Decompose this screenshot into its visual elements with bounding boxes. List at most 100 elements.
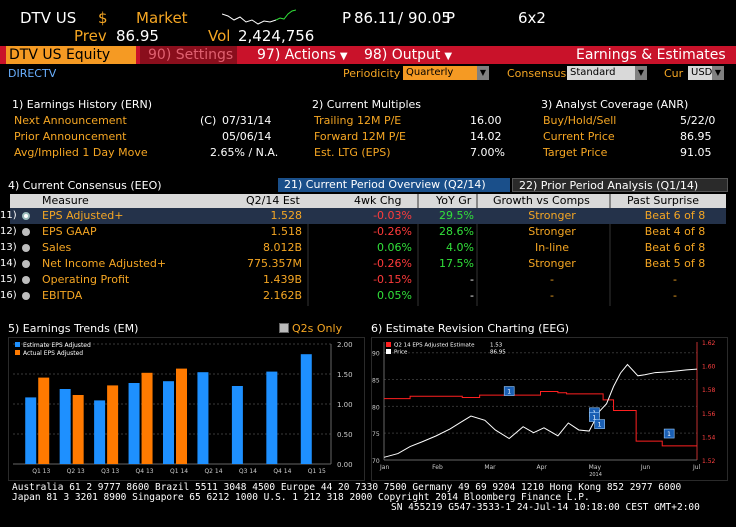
bid-ask-separator: / bbox=[398, 9, 404, 27]
chevron-down-icon: ▼ bbox=[339, 51, 348, 62]
col-growth-vs-comps[interactable]: Growth vs Comps bbox=[493, 194, 590, 207]
annotation-label: 1 bbox=[507, 389, 511, 396]
ask-price: 90.05 bbox=[408, 9, 451, 27]
annotation-marker bbox=[503, 386, 515, 396]
row-number: 12) bbox=[0, 226, 17, 237]
table-row[interactable]: 15) Operating Profit 1.439B -0.15% - - - bbox=[0, 272, 726, 288]
col-measure[interactable]: Measure bbox=[42, 194, 89, 207]
earnings-trends-title[interactable]: 5) Earnings Trends (EM) bbox=[8, 322, 139, 335]
tab-current-period-overview[interactable]: 21) Current Period Overview (Q2/14) bbox=[278, 178, 510, 192]
currency-label: Cur bbox=[664, 67, 684, 80]
ticker-bar: DTV US $ Market P 86.11 / 90.05 P 6x2 Pr… bbox=[0, 0, 736, 46]
col-past-surprise[interactable]: Past Surprise bbox=[627, 194, 699, 207]
table-row[interactable]: 12) EPS GAAP 1.518 -0.26% 28.6% Stronger Beat … bbox=[0, 224, 726, 240]
yoy-growth: - bbox=[470, 273, 474, 286]
series-line-price bbox=[383, 363, 698, 458]
current-price-value: 86.95 bbox=[680, 130, 712, 143]
tab-prior-period-analysis[interactable]: 22) Prior Period Analysis (Q1/14) bbox=[512, 178, 728, 192]
bullet-icon[interactable] bbox=[22, 244, 30, 252]
currency-select[interactable]: USD bbox=[688, 66, 712, 80]
past-surprise: Beat 4 of 8 bbox=[644, 225, 706, 238]
output-menu[interactable]: 98) Output ▼ bbox=[364, 46, 452, 64]
bar-estimate bbox=[94, 400, 106, 464]
col-estimate[interactable]: Q2/14 Est bbox=[246, 194, 300, 207]
radio-selected-icon[interactable] bbox=[22, 212, 30, 220]
col-yoy-gr[interactable]: YoY Gr bbox=[436, 194, 472, 207]
x-year-label: 2014 bbox=[589, 472, 602, 478]
prev-label: Prev bbox=[74, 27, 107, 45]
annotation-label: 1 bbox=[667, 431, 671, 438]
forward-pe-label: Forward 12M P/E bbox=[314, 130, 407, 143]
current-multiples-title[interactable]: 2) Current Multiples bbox=[312, 98, 422, 111]
bar-actual bbox=[38, 377, 50, 464]
actions-menu[interactable]: 97) Actions ▼ bbox=[257, 46, 348, 64]
periodicity-select[interactable]: Quarterly bbox=[403, 66, 477, 80]
consensus-select[interactable]: Standard bbox=[567, 66, 635, 80]
annotation-marker bbox=[594, 419, 605, 429]
estimate-value: 1.528 bbox=[270, 209, 303, 222]
col-4wk-chg[interactable]: 4wk Chg bbox=[354, 194, 402, 207]
measure-name: EBITDA bbox=[42, 289, 83, 302]
dropdown-arrow-icon[interactable]: ▼ bbox=[635, 66, 647, 80]
bullet-icon[interactable] bbox=[22, 292, 30, 300]
growth-vs-comps: Stronger bbox=[528, 257, 576, 270]
x-tick-label: Q1 14 bbox=[170, 468, 188, 475]
growth-vs-comps: In-line bbox=[534, 241, 570, 254]
annotation-label: 1 bbox=[598, 422, 602, 429]
past-surprise: Beat 5 of 8 bbox=[644, 257, 706, 270]
avg-move-value: 2.65% / N.A. bbox=[210, 146, 279, 159]
ticker-symbol[interactable]: DTV US bbox=[20, 9, 77, 27]
estimate-value: 1.439B bbox=[262, 273, 302, 286]
x-tick-label: Q4 13 bbox=[136, 468, 154, 475]
estimate-revision-chart: 90 85 80 75 70 1.62 1.60 1.58 1.56 1.54 1.52 Jan Feb… bbox=[371, 337, 728, 481]
bid-price: 86.11 bbox=[354, 9, 397, 27]
footer-session-line: SN 455219 G547-3533-1 24-Jul-14 10:18:00… bbox=[391, 502, 700, 513]
q2s-only-label: Q2s Only bbox=[292, 322, 343, 335]
analyst-coverage-title[interactable]: 3) Analyst Coverage (ANR) bbox=[541, 98, 689, 111]
q2s-only-checkbox[interactable] bbox=[279, 323, 289, 333]
measure-name: Operating Profit bbox=[42, 273, 130, 286]
table-row[interactable]: 14) Net Income Adjusted+ 775.357M -0.26% 17.… bbox=[0, 256, 726, 272]
vol-label: Vol bbox=[208, 27, 231, 45]
estimate-revision-title[interactable]: 6) Estimate Revision Charting (EEG) bbox=[371, 322, 570, 335]
output-label: 98) Output bbox=[364, 47, 441, 63]
table-row[interactable]: 13) Sales 8.012B 0.06% 4.0% In-line Beat 6 of … bbox=[0, 240, 726, 256]
next-announcement-label: Next Announcement bbox=[14, 114, 127, 127]
target-price-value: 91.05 bbox=[680, 146, 712, 159]
legend-label: Estimate EPS Adjusted bbox=[23, 342, 91, 349]
row-number: 16) bbox=[0, 290, 17, 301]
x-tick-label: Q1 13 bbox=[32, 468, 50, 475]
bullet-icon[interactable] bbox=[22, 260, 30, 268]
bar-actual bbox=[107, 385, 119, 464]
bullet-icon[interactable] bbox=[22, 276, 30, 284]
legend-label: Actual EPS Adjusted bbox=[23, 350, 83, 357]
earnings-history-title[interactable]: 1) Earnings History (ERN) bbox=[12, 98, 153, 111]
table-row[interactable]: 16) EBITDA 2.162B 0.05% - - - bbox=[0, 288, 726, 304]
prior-announcement-value: 05/06/14 bbox=[222, 130, 272, 143]
annotation-marker bbox=[663, 428, 675, 439]
x-tick-label: Mar bbox=[484, 464, 496, 471]
right-tick-label: 1.58 bbox=[702, 387, 716, 394]
dropdown-arrow-icon[interactable]: ▼ bbox=[477, 66, 489, 80]
left-tick-label: 80 bbox=[372, 404, 380, 411]
trailing-pe-value: 16.00 bbox=[470, 114, 502, 127]
next-announcement-value: 07/31/14 bbox=[222, 114, 272, 127]
yoy-growth: - bbox=[470, 289, 474, 302]
dropdown-arrow-icon[interactable]: ▼ bbox=[712, 66, 724, 80]
buy-hold-sell-label: Buy/Hold/Sell bbox=[543, 114, 617, 127]
earnings-trends-chart: 2.00 1.50 1.00 0.50 0.00 Q1 13 Q2 13 Q3 13 Q4 13… bbox=[8, 337, 365, 481]
legend-label: Q2 14 EPS Adjusted Estimate bbox=[394, 343, 475, 349]
yoy-growth: 28.6% bbox=[439, 225, 474, 238]
vol-value: 2,424,756 bbox=[238, 27, 315, 45]
legend-value: 1.53 bbox=[490, 343, 503, 349]
current-consensus-title[interactable]: 4) Current Consensus (EEO) bbox=[8, 179, 162, 192]
series-line-estimate bbox=[384, 391, 697, 447]
buy-hold-sell-value: 5/22/0 bbox=[680, 114, 716, 127]
security-field[interactable]: DTV US Equity bbox=[6, 46, 136, 64]
table-row[interactable]: 11) EPS Adjusted+ 1.528 -0.03% 29.5% Stronger… bbox=[0, 208, 726, 224]
settings-button[interactable]: 90) Settings bbox=[148, 47, 234, 63]
bullet-icon[interactable] bbox=[22, 228, 30, 236]
y-tick-label: 0.00 bbox=[337, 461, 353, 469]
four-week-change: 0.06% bbox=[377, 241, 412, 254]
trailing-pe-label: Trailing 12M P/E bbox=[314, 114, 402, 127]
